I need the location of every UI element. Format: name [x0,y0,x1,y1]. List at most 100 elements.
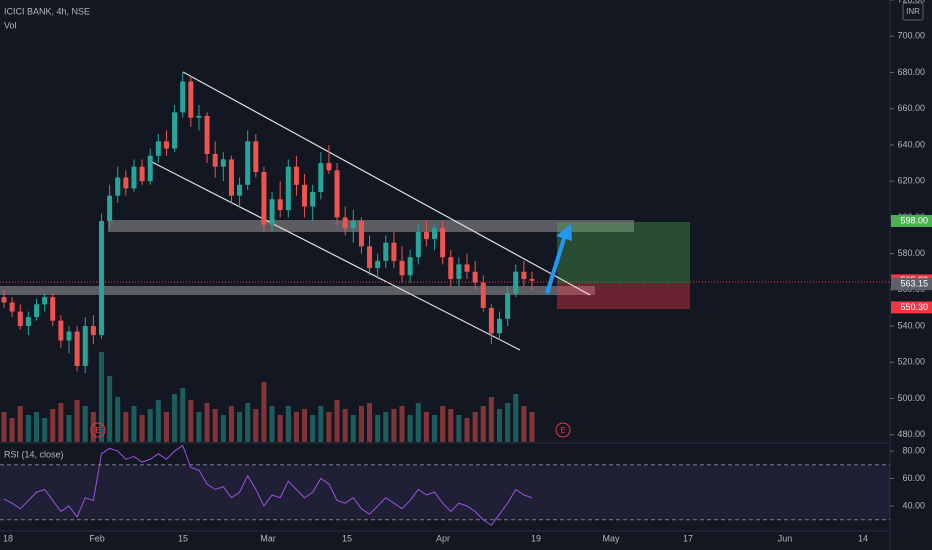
volume-bar [115,397,121,442]
candle-body [25,317,31,327]
candle-body [375,260,381,269]
volume-bar [293,412,299,442]
candle-body [407,257,413,276]
candle-body [318,163,324,193]
price-label-box [891,278,932,291]
candle-body [302,184,308,207]
channel-lower [147,159,521,351]
candle-body [33,304,39,318]
y-tick-label: 680.00 [897,67,925,77]
candle-body [326,163,332,171]
volume-bar [448,409,454,442]
volume-bar [529,412,535,442]
y-tick-label: 540.00 [897,320,925,330]
candle-body [74,331,80,366]
volume-bar [17,406,23,442]
candle-body [180,81,186,113]
volume-bar [464,418,470,442]
volume-bar [440,406,446,442]
x-tick-label: May [602,533,620,543]
volume-bar [432,415,438,442]
volume-bar [375,415,381,442]
y-tick-label: 720.00 [897,0,925,4]
volume-bar [334,400,340,442]
candle-body [237,184,243,196]
candle-body [17,311,23,327]
candle-body [172,112,178,149]
candle-body [123,177,129,189]
volume-bar [472,412,478,442]
x-tick-label: Jun [778,533,793,543]
candle-body [204,115,210,154]
volume-bar [212,409,218,442]
candle-body [9,302,15,312]
candle-body [147,155,153,182]
x-tick-label: 17 [683,533,693,543]
y-tick-label: 500.00 [897,393,925,403]
candle-body [505,293,511,319]
candle-body [480,282,486,308]
x-tick-label: 15 [342,533,352,543]
volume-bar [407,415,413,442]
volume-bar [261,382,267,442]
candle-body [415,231,421,258]
earnings-label: E [95,426,100,435]
volume-bar [513,394,519,442]
volume-bar [350,415,356,442]
volume-bar [33,412,39,442]
price-label: 563.15 [900,279,928,289]
x-tick-label: 19 [531,533,541,543]
volume-bar [131,406,137,442]
candle-body [269,199,275,225]
candle-body [245,141,251,185]
volume-bar [302,409,308,442]
volume-bar [204,403,210,442]
price-label: 550.30 [900,302,928,312]
volume-bar [58,403,64,442]
candle-body [220,159,226,167]
candle-body [196,115,202,118]
volume-bar [399,406,405,442]
x-tick-label: Apr [436,533,450,543]
rsi-tick-label: 60.00 [902,473,925,483]
volume-bar [9,418,15,442]
volume-bar [358,406,364,442]
volume-bar [285,406,291,442]
candle-body [513,271,519,294]
candle-body [131,166,137,189]
rsi-tick-label: 80.00 [902,445,925,455]
title: ICICI BANK, 4h, NSE [4,6,90,16]
y-tick-label: 660.00 [897,103,925,113]
price-label-box [891,301,932,314]
volume-bar [50,409,56,442]
x-tick-label: 15 [178,533,188,543]
candle-body [1,297,7,303]
currency-box [902,2,924,21]
volume-bar [163,412,169,442]
candle-body [423,231,429,240]
candle-body [228,159,234,196]
y-tick-label: 620.00 [897,176,925,186]
candle-body [521,271,527,279]
volume-label: Vol [4,20,17,30]
y-tick-label: 700.00 [897,31,925,41]
resistance-zone [108,220,634,232]
volume-bar [277,415,283,442]
candle-body [50,297,56,321]
candle-body [464,264,470,272]
volume-bar [172,394,178,442]
support-zone [0,286,595,295]
volume-bar [237,412,243,442]
candle-body [497,318,503,334]
earnings-marker [555,422,571,438]
candle-body [488,307,494,334]
candle-body [277,199,283,211]
volume-bar [480,406,486,442]
volume-bar [228,406,234,442]
volume-bar [188,400,194,442]
x-tick-label: Mar [260,533,276,543]
candle-body [261,172,267,225]
candle-body [66,331,72,341]
candle-body [42,297,48,305]
